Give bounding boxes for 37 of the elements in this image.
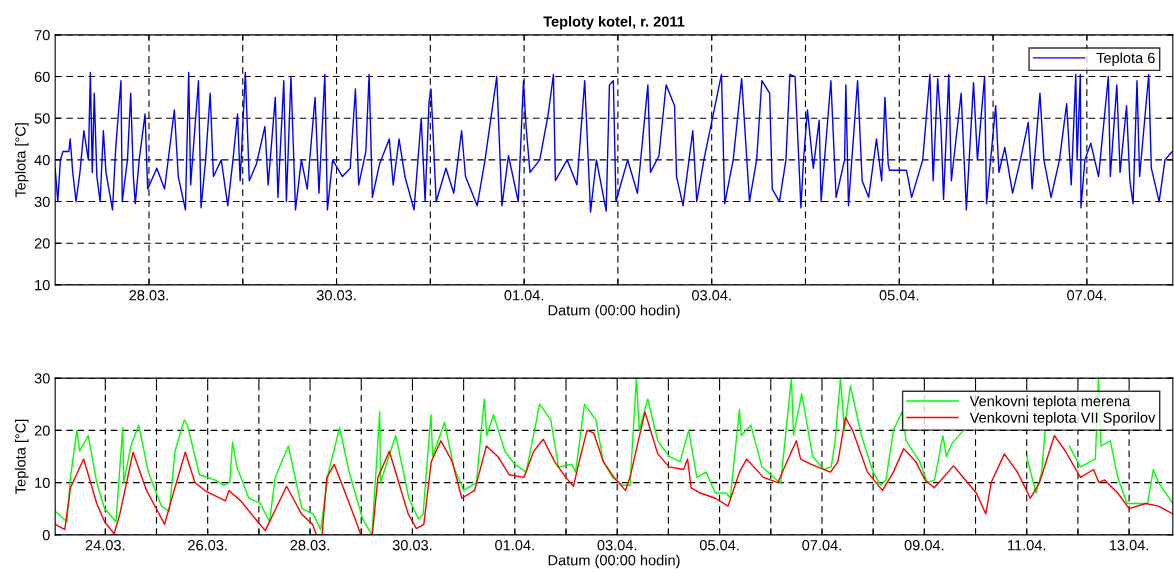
x-tick-label: 30.03. (316, 290, 356, 301)
y-tick-label: 20 (34, 238, 50, 249)
legend-label: Teplota 6 (1096, 52, 1155, 66)
x-tick-label: 01.04. (504, 290, 544, 301)
x-tick-label: 26.03. (188, 540, 227, 551)
x-tick-label: 09.04. (904, 540, 944, 551)
y-tick-label: 50 (34, 113, 50, 124)
x-tick-label: 11.04. (1008, 540, 1046, 551)
y-tick-label: 0 (42, 529, 50, 541)
legend-label: Venkovni teplota VII Sporilov (969, 412, 1156, 426)
x-tick-label: 30.03. (392, 540, 432, 551)
x-axis-title: Datum (00:00 hodin) (548, 304, 680, 319)
x-tick-label: 03.04. (692, 290, 731, 301)
y-tick-label: 20 (34, 425, 50, 436)
x-tick-label: 03.04. (597, 540, 637, 551)
y-axis-title: Teplota [°C] (14, 419, 29, 494)
y-tick-label: 40 (34, 154, 50, 166)
x-tick-label: 13.04. (1109, 540, 1149, 551)
y-tick-label: 70 (34, 29, 50, 41)
x-tick-label: 07.04. (802, 540, 841, 551)
x-tick-label: 28.03. (129, 290, 168, 301)
y-tick-label: 10 (35, 477, 50, 489)
x-tick-label: 07.04. (1067, 290, 1106, 301)
y-tick-label: 60 (34, 71, 50, 82)
line-series (55, 71, 1173, 213)
y-tick-label: 30 (34, 196, 50, 207)
y-tick-label: 30 (34, 373, 50, 384)
x-axis-title: Datum (00:00 hodin) (548, 554, 680, 569)
x-tick-label: 28.03. (290, 540, 330, 551)
x-tick-label: 05.04. (699, 540, 739, 551)
chart-title: Teploty kotel, r. 2011 (543, 15, 685, 30)
legend-label: Venkovni teplota merena (969, 395, 1131, 410)
x-tick-label: 05.04. (879, 290, 919, 301)
y-tick-label: 10 (35, 279, 50, 291)
x-tick-label: 24.03. (85, 540, 125, 551)
x-tick-label: 01.04. (495, 540, 534, 551)
y-axis-title: Teplota [°C] (14, 123, 29, 198)
